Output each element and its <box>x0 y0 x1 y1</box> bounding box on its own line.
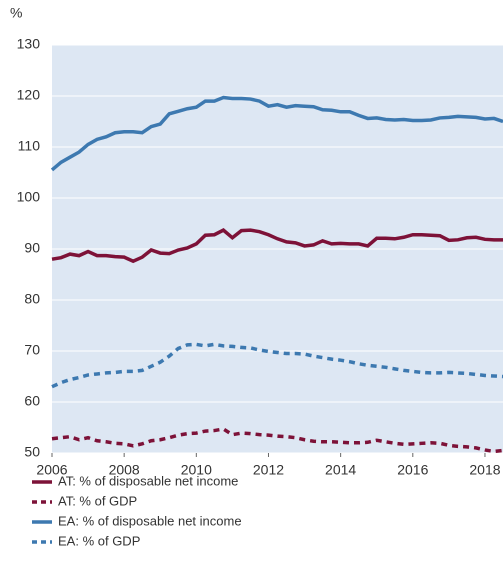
x-tick-label: 2018 <box>469 462 500 478</box>
y-tick-label: 50 <box>24 444 40 460</box>
y-tick-label: 120 <box>17 87 41 103</box>
series-line <box>50 95 503 172</box>
legend-label: EA: % of disposable net income <box>58 513 242 528</box>
x-tick-label: 2010 <box>181 462 212 478</box>
x-tick-label: 2014 <box>325 462 356 478</box>
x-tick-label: 2012 <box>253 462 284 478</box>
series-line <box>51 228 503 264</box>
y-tick-label: 70 <box>24 342 40 358</box>
y-tick-label: 60 <box>24 393 40 409</box>
x-tick-label: 2008 <box>109 462 140 478</box>
y-axis-label: % <box>10 5 22 21</box>
legend-label: EA: % of GDP <box>58 533 140 548</box>
legend-label: AT: % of disposable net income <box>58 473 238 488</box>
x-tick-label: 2006 <box>36 462 67 478</box>
y-tick-label: 80 <box>24 291 40 307</box>
series-line <box>51 342 503 389</box>
series-line <box>51 427 503 454</box>
legend-label: AT: % of GDP <box>58 493 137 508</box>
y-tick-label: 130 <box>17 36 41 52</box>
y-tick-label: 110 <box>18 138 41 154</box>
y-tick-label: 100 <box>17 189 41 205</box>
x-tick-label: 2016 <box>397 462 428 478</box>
y-tick-label: 90 <box>24 240 40 256</box>
